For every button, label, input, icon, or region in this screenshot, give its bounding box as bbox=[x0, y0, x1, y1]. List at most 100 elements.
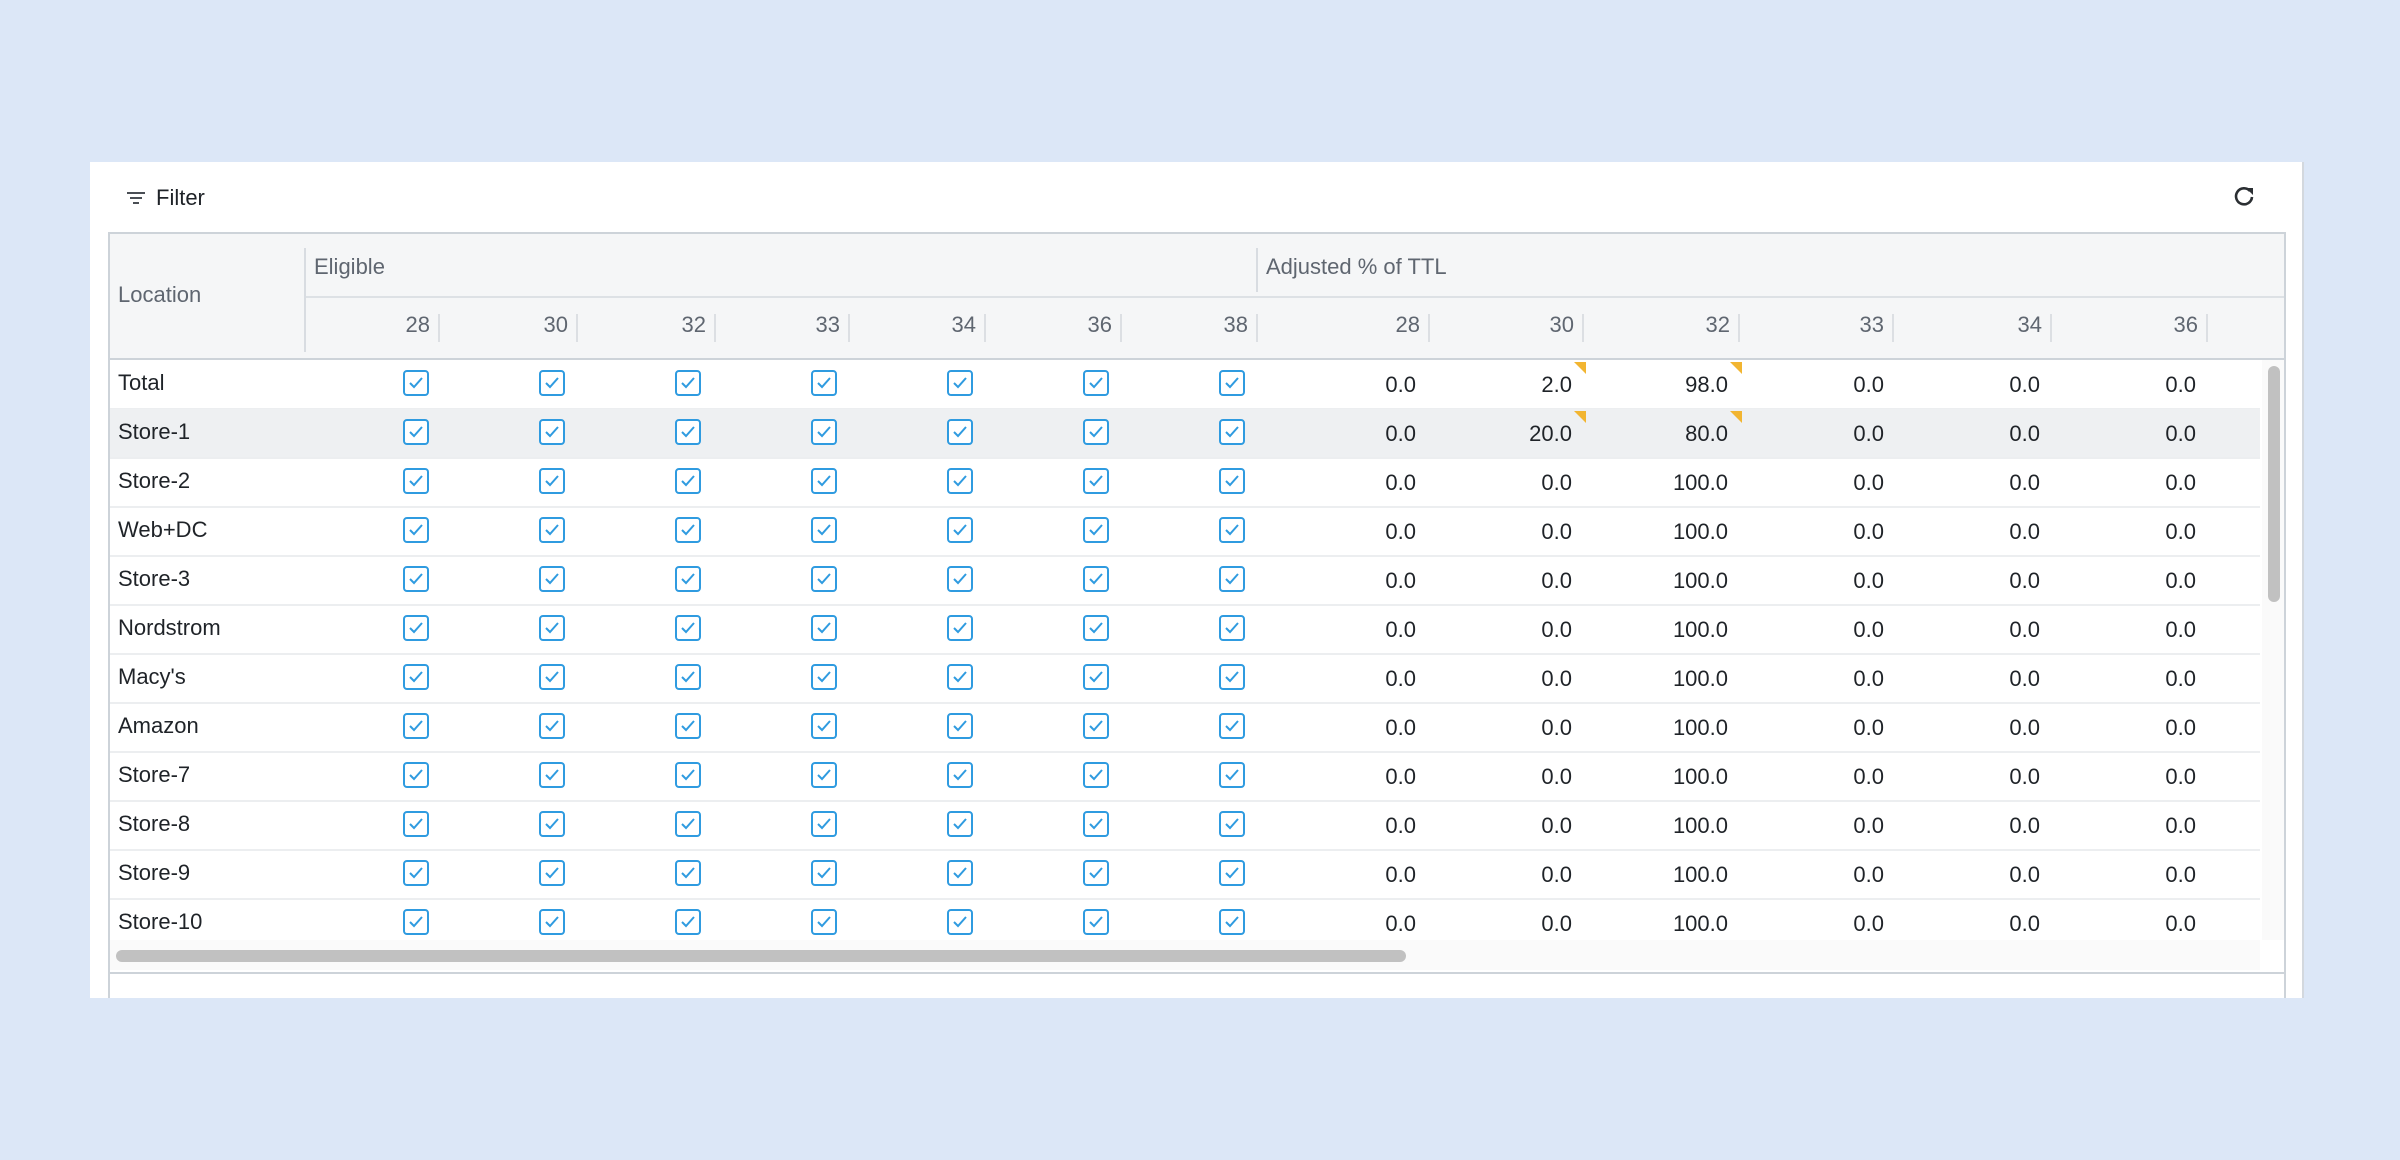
eligible-checkbox[interactable] bbox=[811, 419, 837, 445]
column-separator[interactable] bbox=[2050, 314, 2052, 342]
eligible-checkbox[interactable] bbox=[1083, 566, 1109, 592]
eligible-checkbox[interactable] bbox=[403, 762, 429, 788]
eligible-checkbox[interactable] bbox=[539, 664, 565, 690]
table-row[interactable]: Amazon 0.0 0.0 100.0 0.0 0.0 0.0 bbox=[110, 703, 2260, 753]
horizontal-scroll-thumb[interactable] bbox=[116, 950, 1406, 962]
eligible-checkbox[interactable] bbox=[1219, 762, 1245, 788]
eligible-checkbox[interactable] bbox=[539, 762, 565, 788]
adjusted-percent-cell[interactable]: 0.0 bbox=[1853, 519, 1884, 544]
eligible-checkbox[interactable] bbox=[403, 664, 429, 690]
eligible-checkbox[interactable] bbox=[1083, 517, 1109, 543]
eligible-checkbox[interactable] bbox=[947, 566, 973, 592]
eligible-checkbox[interactable] bbox=[539, 419, 565, 445]
adjusted-percent-cell[interactable]: 0.0 bbox=[1853, 470, 1884, 495]
column-separator[interactable] bbox=[714, 314, 716, 342]
column-separator[interactable] bbox=[2206, 314, 2208, 342]
adjusted-percent-cell[interactable]: 100.0 bbox=[1672, 519, 1728, 544]
column-separator[interactable] bbox=[848, 314, 850, 342]
eligible-size-header[interactable]: 33 bbox=[815, 312, 840, 337]
eligible-checkbox[interactable] bbox=[1219, 468, 1245, 494]
adjusted-percent-cell[interactable]: 0.0 bbox=[2009, 862, 2040, 887]
adjusted-percent-cell[interactable]: 0.0 bbox=[1541, 715, 1572, 740]
adjusted-percent-cell[interactable]: 0.0 bbox=[2165, 617, 2196, 642]
vertical-scroll-thumb[interactable] bbox=[2268, 366, 2280, 602]
adjusted-percent-cell[interactable]: 0.0 bbox=[1385, 519, 1416, 544]
eligible-checkbox[interactable] bbox=[1083, 860, 1109, 886]
eligible-checkbox[interactable] bbox=[1083, 909, 1109, 935]
table-row[interactable]: Macy's 0.0 0.0 100.0 0.0 0.0 0.0 bbox=[110, 654, 2260, 704]
adjusted-percent-cell[interactable]: 0.0 bbox=[1541, 470, 1572, 495]
eligible-checkbox[interactable] bbox=[1219, 713, 1245, 739]
adjusted-percent-cell[interactable]: 0.0 bbox=[2165, 470, 2196, 495]
adjusted-percent-cell[interactable]: 2.0 bbox=[1541, 372, 1572, 397]
table-row[interactable]: Store-7 0.0 0.0 100.0 0.0 0.0 0.0 bbox=[110, 752, 2260, 802]
adjusted-percent-cell[interactable]: 0.0 bbox=[2009, 470, 2040, 495]
eligible-checkbox[interactable] bbox=[1219, 860, 1245, 886]
column-separator[interactable] bbox=[1892, 314, 1894, 342]
adjusted-size-header[interactable]: 36 bbox=[2173, 312, 2198, 337]
eligible-checkbox[interactable] bbox=[1219, 909, 1245, 935]
eligible-checkbox[interactable] bbox=[675, 713, 701, 739]
eligible-checkbox[interactable] bbox=[811, 909, 837, 935]
eligible-checkbox[interactable] bbox=[1219, 566, 1245, 592]
adjusted-percent-cell[interactable]: 0.0 bbox=[1853, 813, 1884, 838]
eligible-checkbox[interactable] bbox=[1219, 517, 1245, 543]
adjusted-percent-cell[interactable]: 0.0 bbox=[1385, 470, 1416, 495]
eligible-checkbox[interactable] bbox=[947, 762, 973, 788]
adjusted-percent-cell[interactable]: 0.0 bbox=[2009, 666, 2040, 691]
adjusted-percent-cell[interactable]: 0.0 bbox=[2165, 666, 2196, 691]
eligible-checkbox[interactable] bbox=[403, 468, 429, 494]
adjusted-percent-cell[interactable]: 0.0 bbox=[1853, 862, 1884, 887]
eligible-checkbox[interactable] bbox=[403, 713, 429, 739]
column-separator[interactable] bbox=[1428, 314, 1430, 342]
eligible-checkbox[interactable] bbox=[1219, 615, 1245, 641]
adjusted-percent-cell[interactable]: 0.0 bbox=[1541, 666, 1572, 691]
eligible-checkbox[interactable] bbox=[403, 566, 429, 592]
adjusted-percent-cell[interactable]: 0.0 bbox=[1385, 372, 1416, 397]
adjusted-percent-cell[interactable]: 0.0 bbox=[1853, 568, 1884, 593]
adjusted-percent-cell[interactable]: 0.0 bbox=[1853, 715, 1884, 740]
adjusted-percent-cell[interactable]: 0.0 bbox=[2009, 617, 2040, 642]
eligible-size-header[interactable]: 38 bbox=[1223, 312, 1248, 337]
adjusted-percent-cell[interactable]: 0.0 bbox=[1541, 617, 1572, 642]
eligible-checkbox[interactable] bbox=[403, 909, 429, 935]
adjusted-percent-cell[interactable]: 0.0 bbox=[1853, 617, 1884, 642]
horizontal-scrollbar[interactable] bbox=[110, 940, 2260, 970]
eligible-checkbox[interactable] bbox=[811, 468, 837, 494]
eligible-checkbox[interactable] bbox=[539, 566, 565, 592]
table-row[interactable]: Store-1 0.0 20.0 80.0 0.0 0.0 0.0 bbox=[110, 409, 2260, 459]
eligible-checkbox[interactable] bbox=[811, 517, 837, 543]
adjusted-percent-cell[interactable]: 0.0 bbox=[1541, 764, 1572, 789]
adjusted-percent-cell[interactable]: 100.0 bbox=[1672, 813, 1728, 838]
adjusted-percent-cell[interactable]: 0.0 bbox=[2009, 421, 2040, 446]
eligible-checkbox[interactable] bbox=[539, 811, 565, 837]
adjusted-percent-cell[interactable]: 0.0 bbox=[1853, 421, 1884, 446]
eligible-checkbox[interactable] bbox=[811, 615, 837, 641]
adjusted-percent-cell[interactable]: 0.0 bbox=[1853, 372, 1884, 397]
adjusted-size-header[interactable]: 28 bbox=[1395, 312, 1420, 337]
eligible-checkbox[interactable] bbox=[1083, 664, 1109, 690]
filter-button[interactable]: Filter bbox=[126, 178, 205, 218]
adjusted-percent-cell[interactable]: 0.0 bbox=[1541, 862, 1572, 887]
adjusted-percent-cell[interactable]: 20.0 bbox=[1529, 421, 1572, 446]
eligible-checkbox[interactable] bbox=[1083, 713, 1109, 739]
adjusted-size-header[interactable]: 30 bbox=[1549, 312, 1574, 337]
eligible-checkbox[interactable] bbox=[947, 860, 973, 886]
adjusted-percent-cell[interactable]: 0.0 bbox=[2009, 813, 2040, 838]
eligible-checkbox[interactable] bbox=[1083, 811, 1109, 837]
eligible-checkbox[interactable] bbox=[675, 419, 701, 445]
column-separator[interactable] bbox=[1582, 314, 1584, 342]
eligible-checkbox[interactable] bbox=[675, 468, 701, 494]
adjusted-percent-cell[interactable]: 0.0 bbox=[2165, 862, 2196, 887]
eligible-checkbox[interactable] bbox=[539, 615, 565, 641]
eligible-checkbox[interactable] bbox=[811, 664, 837, 690]
adjusted-percent-cell[interactable]: 100.0 bbox=[1672, 666, 1728, 691]
adjusted-percent-cell[interactable]: 100.0 bbox=[1672, 470, 1728, 495]
eligible-checkbox[interactable] bbox=[539, 517, 565, 543]
adjusted-percent-cell[interactable]: 0.0 bbox=[1385, 568, 1416, 593]
column-separator[interactable] bbox=[1256, 314, 1258, 342]
eligible-checkbox[interactable] bbox=[1219, 664, 1245, 690]
column-separator[interactable] bbox=[438, 314, 440, 342]
adjusted-percent-cell[interactable]: 0.0 bbox=[1853, 911, 1884, 936]
adjusted-percent-cell[interactable]: 0.0 bbox=[2009, 764, 2040, 789]
